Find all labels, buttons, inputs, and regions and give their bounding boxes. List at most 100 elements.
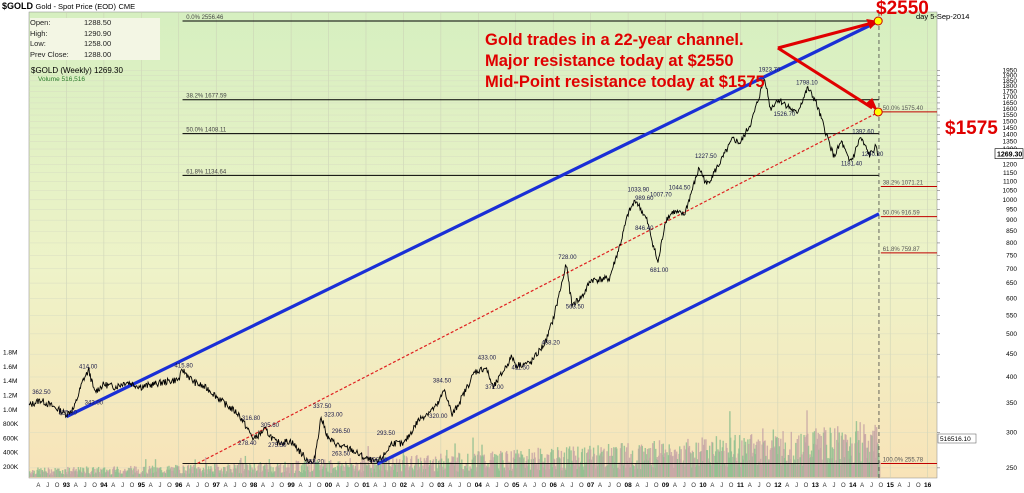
volume-bar — [368, 465, 371, 477]
volume-bar — [631, 461, 633, 477]
volume-bar — [46, 473, 48, 477]
volume-bar — [66, 474, 68, 477]
volume-bar — [365, 462, 367, 477]
volume-bar — [124, 470, 127, 477]
volume-bar — [52, 471, 55, 477]
volume-bar — [390, 466, 393, 477]
volume-bar — [452, 456, 455, 477]
volume-bar — [798, 465, 801, 477]
y-tick-label: 950 — [1006, 207, 1017, 214]
volume-bar — [796, 438, 798, 477]
y-tick-label: 1100 — [1003, 178, 1017, 185]
volume-bar — [682, 462, 684, 477]
volume-axis: 516516.10 200K 400K 600K 800K 1.0M 1.2M 1.4M 1.6… — [3, 350, 977, 471]
volume-bar — [251, 467, 253, 477]
volume-bar — [506, 453, 509, 477]
volume-bar — [189, 468, 191, 477]
volume-bar — [198, 467, 200, 477]
volume-bar — [711, 441, 713, 477]
volume-bar — [195, 468, 197, 477]
volume-bar — [614, 447, 617, 477]
volume-bar — [73, 471, 76, 477]
volume-bar — [342, 470, 344, 477]
y-tick-label: 1800 — [1003, 83, 1018, 90]
volume-bar — [726, 466, 729, 477]
volume-bar — [874, 424, 876, 477]
x-year-label: 00 — [325, 482, 333, 489]
volume-bar — [844, 434, 846, 477]
volume-bar — [716, 461, 718, 477]
volume-bar — [315, 462, 317, 477]
volume-bar — [860, 461, 862, 477]
volume-bar — [174, 473, 176, 477]
volume-bar — [776, 436, 778, 477]
volume-bar — [408, 467, 411, 477]
volume-bar — [689, 452, 691, 477]
volume-bar — [453, 465, 456, 477]
volume-bar — [167, 469, 169, 477]
volume-bar — [547, 454, 549, 477]
volume-bar — [774, 436, 777, 477]
volume-bar — [785, 460, 787, 477]
x-month-label: A — [224, 483, 228, 489]
volume-bar — [493, 457, 495, 477]
volume-bar — [822, 432, 825, 477]
volume-bar — [537, 447, 539, 477]
x-month-label: O — [242, 483, 247, 489]
volume-bar — [548, 469, 551, 477]
volume-bar — [203, 472, 205, 477]
volume-bar — [533, 452, 536, 477]
y-tick-label: 1750 — [1003, 89, 1018, 96]
volume-bar — [431, 460, 434, 477]
volume-bar — [448, 462, 450, 477]
volume-bar — [172, 470, 175, 477]
volume-bar — [245, 463, 247, 477]
volume-bar — [81, 472, 83, 477]
volume-bar — [291, 463, 293, 477]
volume-bar — [355, 462, 357, 477]
volume-bar — [830, 432, 832, 477]
volume-bar — [308, 464, 310, 477]
volume-bar — [94, 468, 96, 477]
x-month-label: A — [74, 483, 78, 489]
x-month-label: O — [804, 483, 809, 489]
volume-bar — [407, 464, 409, 477]
volume-bar — [775, 438, 778, 477]
volume-bar — [184, 470, 187, 477]
volume-bar — [584, 465, 587, 477]
volume-bar — [667, 455, 670, 477]
volume-bar — [690, 467, 693, 477]
volume-bar — [623, 445, 625, 477]
fib-right-label: 38.2% 1071.21 — [883, 180, 924, 186]
volume-bar — [826, 459, 828, 477]
volume-bar — [161, 473, 163, 477]
y-tick-label: 600 — [1006, 296, 1017, 303]
volume-bar — [583, 469, 585, 477]
volume-bar — [744, 444, 746, 477]
grid-lines — [29, 12, 937, 478]
volume-bar — [153, 467, 155, 477]
volume-bar — [295, 460, 297, 477]
volume-bar — [807, 445, 810, 477]
volume-bar — [240, 457, 242, 477]
volume-bar — [546, 454, 548, 477]
x-year-label: 99 — [287, 482, 295, 489]
volume-bar — [622, 465, 625, 477]
volume-bar — [359, 461, 362, 477]
volume-bar — [136, 473, 139, 477]
volume-bar — [625, 467, 627, 477]
volume-bar — [597, 445, 599, 477]
y-tick-label: 450 — [1006, 351, 1017, 358]
volume-bar — [425, 468, 427, 477]
volume-bar — [554, 466, 557, 477]
x-month-label: A — [635, 483, 639, 489]
volume-bar — [494, 453, 496, 477]
volume-bar — [261, 470, 264, 477]
volume-bar — [675, 454, 677, 477]
volume-bar — [209, 469, 211, 477]
volume-bar — [163, 472, 165, 477]
volume-bar — [410, 456, 413, 477]
volume-bar — [302, 463, 304, 477]
volume-bar — [261, 472, 263, 477]
arrow-head-mid — [866, 97, 879, 112]
